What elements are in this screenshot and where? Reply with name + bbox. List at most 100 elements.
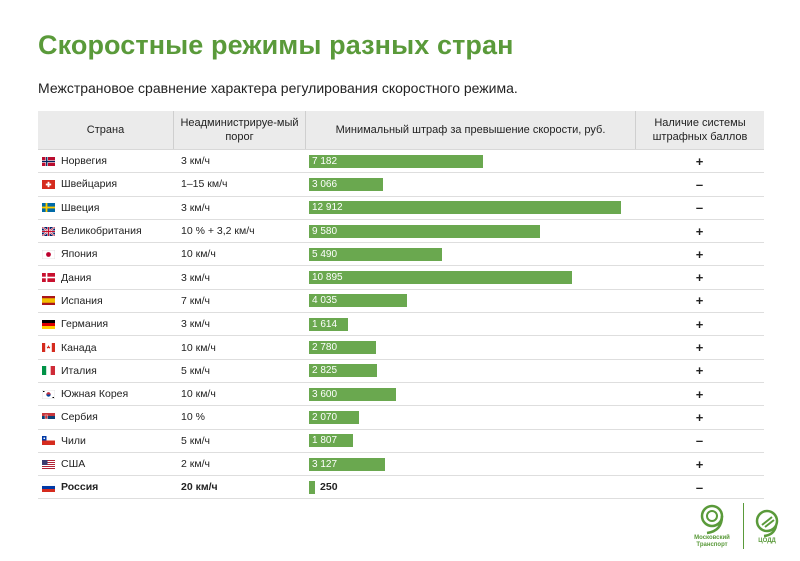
fine-cell: 10 895 <box>305 266 635 288</box>
country-name: Италия <box>61 364 97 377</box>
fine-cell: 3 127 <box>305 453 635 475</box>
fine-bar: 3 600 <box>309 387 396 401</box>
fine-bar: 2 070 <box>309 410 360 424</box>
fine-value-label: 2 070 <box>312 411 338 423</box>
fine-bar: 5 490 <box>309 247 442 261</box>
fine-value-label: 4 035 <box>312 295 338 307</box>
fine-bar: 12 912 <box>309 201 621 215</box>
table-body: Норвегия 3 км/ч 7 182 + Швейцария 1–15 км/ч 3 … <box>38 150 764 500</box>
fine-cell: 1 614 <box>305 313 635 335</box>
country-cell: Канада <box>38 336 173 358</box>
table-row: Россия 20 км/ч 250 – <box>38 476 764 500</box>
country-name: Южная Корея <box>61 388 129 401</box>
country-name: Швеция <box>61 201 100 214</box>
page-subtitle: Межстрановое сравнение характера регулир… <box>38 80 518 96</box>
table-row: Норвегия 3 км/ч 7 182 + <box>38 150 764 174</box>
table-header: Страна Неадминистрируе-мый порог Минимал… <box>38 111 764 150</box>
fine-value-label: 2 825 <box>312 365 338 377</box>
comparison-table: Страна Неадминистрируе-мый порог Минимал… <box>38 111 764 500</box>
table-row: Чили 5 км/ч 1 807 – <box>38 430 764 453</box>
chile-flag-icon <box>42 436 55 446</box>
threshold-cell: 3 км/ч <box>181 155 210 168</box>
country-cell: Швейцария <box>38 173 173 195</box>
threshold-cell: 10 % <box>181 411 205 424</box>
threshold-cell: 10 км/ч <box>181 388 216 401</box>
threshold-cell: 5 км/ч <box>181 364 210 377</box>
country-cell: Дания <box>38 266 173 288</box>
fine-value-label: 7 182 <box>312 155 338 167</box>
threshold-cell: 10 км/ч <box>181 341 216 354</box>
country-cell: Сербия <box>38 406 173 428</box>
table-row: Сербия 10 % 2 070 + <box>38 406 764 430</box>
fine-value-label: 9 580 <box>312 225 338 237</box>
threshold-cell: 10 км/ч <box>181 248 216 261</box>
table-row: Германия 3 км/ч 1 614 + <box>38 313 764 337</box>
fine-value-label: 5 490 <box>312 248 338 260</box>
points-cell: + <box>695 153 704 169</box>
country-name: Россия <box>61 481 99 494</box>
denmark-flag-icon <box>42 273 55 283</box>
threshold-cell: 2 км/ч <box>181 458 210 470</box>
codd-label: ЦОДД <box>758 537 776 544</box>
moscow-transport-label: Московский Транспорт <box>694 535 730 548</box>
fine-cell: 2 825 <box>305 360 635 382</box>
table-row: Швейцария 1–15 км/ч 3 066 – <box>38 173 764 197</box>
header-threshold: Неадминистрируе-мый порог <box>173 111 305 149</box>
points-cell: – <box>695 200 704 216</box>
table-row: США 2 км/ч 3 127 + <box>38 453 764 477</box>
points-cell: + <box>695 316 704 332</box>
country-name: Сербия <box>61 411 98 424</box>
table-row: Швеция 3 км/ч 12 912 – <box>38 197 764 220</box>
codd-logo: ЦОДД <box>752 508 782 545</box>
fine-value-label: 3 127 <box>312 458 338 470</box>
country-name: Великобритания <box>61 225 142 238</box>
points-cell: – <box>695 479 704 495</box>
fine-value-label: 10 895 <box>312 272 343 284</box>
fine-value-label: 250 <box>320 481 338 494</box>
fine-bar: 4 035 <box>309 294 407 308</box>
threshold-cell: 5 км/ч <box>181 434 210 447</box>
fine-bar: 10 895 <box>309 271 573 285</box>
logos: Московский Транспорт ЦОДД <box>689 503 782 549</box>
country-name: Швейцария <box>61 178 118 191</box>
table-row: Испания 7 км/ч 4 035 + <box>38 290 764 314</box>
points-cell: – <box>695 176 704 192</box>
fine-value-label: 1 614 <box>312 318 338 330</box>
threshold-cell: 3 км/ч <box>181 271 210 284</box>
points-cell: + <box>695 363 704 379</box>
fine-value-label: 3 600 <box>312 388 338 400</box>
fine-value-label: 12 912 <box>312 202 343 214</box>
country-cell: США <box>38 453 173 475</box>
country-cell: Италия <box>38 360 173 382</box>
norway-flag-icon <box>42 156 55 166</box>
canada-flag-icon <box>42 343 55 353</box>
country-name: Германия <box>61 318 109 331</box>
fine-bar: 2 780 <box>309 341 377 355</box>
fine-cell: 5 490 <box>305 243 635 265</box>
serbia-flag-icon <box>42 412 55 422</box>
country-cell: Россия <box>38 476 173 498</box>
country-name: Норвегия <box>61 155 107 168</box>
points-cell: + <box>695 270 704 286</box>
fine-bar: 1 807 <box>309 434 353 448</box>
fine-cell: 1 807 <box>305 430 635 452</box>
fine-value-label: 1 807 <box>312 435 338 447</box>
table-row: Япония 10 км/ч 5 490 + <box>38 243 764 267</box>
russia-flag-icon <box>41 482 56 492</box>
fine-value-label: 2 780 <box>312 342 338 354</box>
fine-bar: 3 127 <box>309 457 385 471</box>
points-cell: + <box>695 456 704 472</box>
threshold-cell: 1–15 км/ч <box>181 178 228 191</box>
country-cell: Южная Корея <box>38 383 173 405</box>
points-cell: + <box>695 223 704 239</box>
fine-bar <box>309 480 316 494</box>
fine-cell: 250 <box>305 476 635 498</box>
logo-divider <box>743 503 744 549</box>
fine-cell: 9 580 <box>305 220 635 242</box>
country-cell: Норвегия <box>38 150 173 172</box>
points-cell: + <box>695 409 704 425</box>
country-name: Испания <box>61 294 103 307</box>
header-fine: Минимальный штраф за превышение скорости… <box>305 111 635 149</box>
italy-flag-icon <box>42 366 55 376</box>
country-cell: Япония <box>38 243 173 265</box>
